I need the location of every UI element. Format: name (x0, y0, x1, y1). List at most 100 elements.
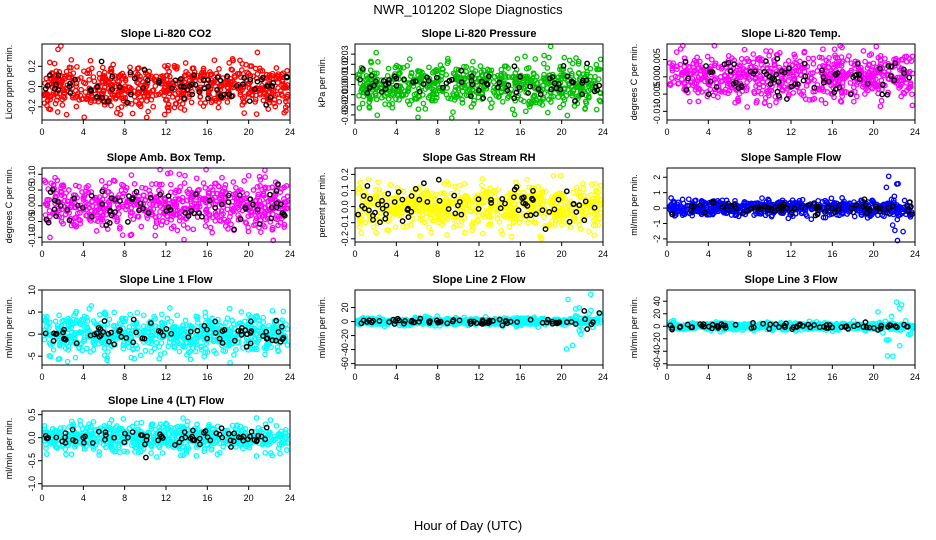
reference-point (94, 93, 100, 100)
x-tick-label: 8 (747, 127, 752, 137)
reference-point (233, 83, 240, 89)
reference-point (246, 98, 253, 105)
data-point (453, 66, 460, 73)
data-point (44, 98, 51, 104)
data-point (579, 180, 586, 187)
y-tick-label: 1 (652, 190, 662, 195)
data-point (704, 53, 711, 60)
data-point (501, 71, 507, 77)
data-point (573, 55, 579, 61)
data-point (387, 181, 394, 188)
data-point (526, 103, 533, 110)
data-point (420, 100, 427, 107)
reference-point (57, 202, 64, 209)
data-point (202, 184, 209, 191)
data-point (575, 58, 582, 65)
reference-point (258, 76, 265, 83)
data-point (773, 99, 779, 106)
data-point (220, 80, 227, 87)
data-point (478, 182, 485, 189)
data-point (557, 172, 564, 179)
reference-point (475, 87, 482, 94)
x-tick-label: 24 (598, 249, 608, 259)
data-point (224, 206, 231, 213)
reference-point (275, 181, 281, 188)
reference-point (386, 77, 392, 83)
data-point (188, 99, 195, 106)
reference-point (218, 94, 225, 100)
reference-point (205, 95, 211, 102)
data-point (144, 71, 151, 78)
reference-point (181, 95, 188, 102)
data-point (207, 224, 214, 231)
panel-5: Slope Gas Stream RH0 4 8 12 16 20 24-0.2-0.10.… (317, 152, 608, 259)
x-tick-label: 0 (352, 249, 357, 259)
reference-point (511, 95, 518, 102)
reference-point (364, 90, 371, 96)
data-point (233, 346, 239, 353)
data-point (110, 61, 117, 68)
y-tick-label: 0.2 (340, 168, 350, 181)
data-point (47, 106, 54, 113)
data-point (160, 75, 167, 81)
data-point (521, 98, 527, 105)
reference-point (371, 82, 377, 89)
data-point (150, 103, 157, 110)
data-point (524, 79, 531, 85)
data-point (165, 62, 171, 69)
data-point (51, 60, 58, 67)
reference-point (801, 60, 808, 67)
y-tick-label: 2 (652, 175, 662, 180)
data-point (577, 226, 584, 232)
data-point (276, 98, 283, 105)
reference-point (107, 208, 114, 215)
data-point (541, 76, 548, 82)
data-point (546, 54, 552, 61)
data-point (275, 71, 282, 77)
data-point (488, 104, 494, 111)
data-point (226, 305, 233, 312)
panel-title: Slope Li-820 Temp. (741, 28, 840, 40)
data-point (586, 228, 592, 235)
data-point (570, 189, 577, 196)
reference-point (572, 98, 578, 104)
data-point (470, 58, 476, 65)
data-point (547, 43, 554, 50)
data-point (496, 219, 503, 225)
reference-point (385, 190, 392, 197)
data-point (119, 232, 126, 238)
data-point (266, 72, 273, 78)
reference-point (468, 77, 475, 84)
data-point (450, 91, 456, 97)
data-point (487, 96, 493, 103)
y-axis-label: degrees C per min. (4, 167, 14, 244)
scatter-points (666, 42, 916, 110)
reference-point (499, 195, 506, 202)
reference-point (117, 197, 123, 204)
data-point (534, 80, 541, 86)
data-point (128, 85, 134, 92)
data-point (744, 104, 751, 110)
data-point (889, 222, 896, 228)
data-point (182, 317, 189, 324)
data-point (284, 67, 290, 74)
data-point (241, 93, 248, 100)
data-point (180, 90, 187, 97)
data-point (785, 78, 792, 84)
data-point (156, 355, 163, 362)
data-point (544, 65, 551, 71)
reference-point (214, 87, 221, 93)
reference-point (239, 81, 246, 88)
data-point (111, 73, 118, 79)
x-tick-label: 4 (706, 127, 711, 137)
data-point (197, 94, 204, 100)
data-point (137, 94, 143, 100)
y-axis-label: Licor ppm per min. (4, 45, 14, 120)
reference-point (99, 94, 105, 101)
data-point (166, 73, 173, 80)
reference-point (184, 86, 191, 93)
data-point (127, 311, 133, 318)
data-point (531, 93, 538, 99)
